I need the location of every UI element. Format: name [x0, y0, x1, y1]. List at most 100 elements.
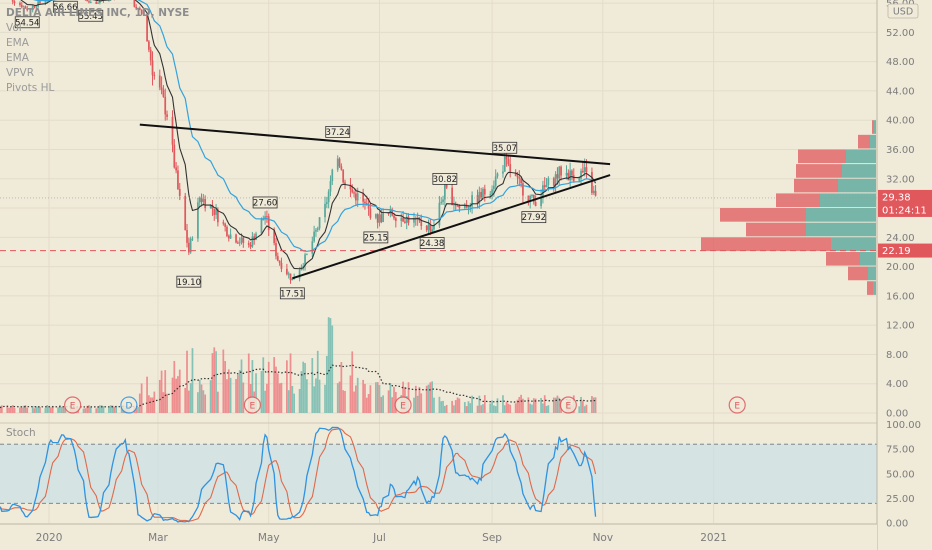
pivot-text: 30.82	[433, 175, 457, 185]
candle-body	[340, 166, 343, 170]
pivot-box	[14, 16, 40, 29]
candle-body	[86, 0, 89, 2]
earnings-marker[interactable]: E	[243, 396, 261, 414]
vp-up-bar	[846, 149, 876, 164]
candle-body	[581, 170, 584, 173]
indicator-ema-2[interactable]: EMA	[6, 52, 29, 64]
candle-body	[235, 234, 237, 243]
volume-bar	[342, 390, 345, 413]
candle-body	[158, 75, 161, 88]
volume-bar	[494, 406, 497, 413]
price-tick[interactable]: 8.00	[886, 350, 908, 361]
price-tick[interactable]: 20.00	[886, 262, 915, 273]
price-tag[interactable]: 29.38	[878, 189, 932, 204]
earnings-marker[interactable]: E	[64, 396, 82, 414]
earnings-marker[interactable]: E	[394, 396, 412, 414]
stoch-tick[interactable]: 75.00	[886, 445, 915, 456]
candle-body	[189, 238, 192, 253]
price-tick[interactable]: 0.00	[886, 409, 908, 420]
volume-bar	[8, 407, 10, 413]
candle-body	[227, 236, 230, 239]
candle-body	[451, 187, 453, 206]
price-tick[interactable]: 16.00	[886, 291, 915, 302]
trendline-2[interactable]	[292, 174, 611, 280]
volume-bar	[313, 386, 315, 413]
candle-body	[543, 185, 546, 188]
vp-down-bar	[720, 208, 806, 222]
price-tick[interactable]: 32.00	[886, 174, 915, 185]
candle-body	[351, 189, 354, 193]
vp-down-bar	[776, 193, 820, 208]
candle-body	[215, 209, 217, 215]
earnings-marker[interactable]: E	[559, 396, 577, 414]
candle-body	[382, 213, 384, 223]
currency-badge[interactable]: USD	[887, 3, 919, 19]
time-tick[interactable]: Nov	[593, 532, 614, 544]
trendlines[interactable]	[0, 123, 932, 280]
stoch-tick[interactable]: 0.00	[886, 519, 908, 530]
symbol-title[interactable]: DELTA AIR LINES INC, 1D, NYSE	[6, 7, 190, 19]
time-tick[interactable]: Jul	[372, 532, 386, 544]
time-tick[interactable]: Mar	[148, 532, 168, 544]
volume-bar	[362, 379, 365, 413]
candle-body	[267, 216, 270, 231]
price-tick[interactable]: 40.00	[886, 116, 915, 127]
candle-body	[518, 177, 521, 179]
price-tag[interactable]: 22.19	[878, 243, 932, 258]
volume-bar	[39, 407, 41, 413]
candle-body	[191, 238, 194, 240]
stoch-label[interactable]: Stoch	[6, 427, 36, 439]
price-tick[interactable]: 36.00	[886, 145, 915, 156]
vp-up-bar	[868, 266, 876, 281]
volume-bar	[545, 406, 548, 413]
price-tick[interactable]: 12.00	[886, 321, 915, 332]
time-tick[interactable]: 2020	[36, 532, 63, 544]
volume-bar	[507, 403, 510, 413]
volume-bar	[0, 407, 1, 413]
time-tick[interactable]: 2021	[700, 532, 727, 544]
candle-body	[186, 230, 188, 243]
price-tick[interactable]: 44.00	[886, 86, 915, 97]
marker-text: D	[125, 402, 132, 412]
time-tick[interactable]: May	[258, 532, 280, 544]
earnings-marker[interactable]: E	[728, 396, 746, 414]
trendline-1[interactable]	[139, 123, 611, 166]
volume-bar	[162, 392, 165, 413]
volume-bar	[287, 390, 290, 413]
pivot-text: 56.66	[53, 3, 77, 13]
marker-circle	[728, 396, 746, 414]
stoch-tick[interactable]: 100.00	[886, 420, 921, 431]
volume-bar	[33, 408, 36, 413]
price-tick[interactable]: 4.00	[886, 379, 908, 390]
candle-body	[200, 197, 203, 202]
volume-bar	[367, 394, 370, 413]
indicator-vpvr[interactable]: VPVR	[6, 67, 34, 79]
volume-bar	[175, 378, 177, 413]
dividend-marker[interactable]: D	[120, 396, 138, 414]
price-tick[interactable]: 48.00	[886, 57, 915, 68]
candle-body	[325, 202, 328, 204]
price-tag[interactable]: 01:24:11	[878, 202, 932, 217]
volume-bar	[164, 370, 167, 413]
indicator-pivots[interactable]: Pivots HL	[6, 82, 55, 94]
candle-body	[336, 158, 339, 170]
time-tick[interactable]: Sep	[482, 532, 502, 544]
stoch-tick[interactable]: 50.00	[886, 469, 915, 480]
volume-bar	[204, 394, 207, 413]
price-tick[interactable]: 24.00	[886, 233, 915, 244]
candle-body	[329, 181, 332, 192]
volume-bar	[382, 395, 384, 413]
price-tick[interactable]: 52.00	[886, 28, 915, 39]
candle-body	[273, 230, 276, 244]
candle-body	[162, 89, 165, 97]
vp-down-bar	[701, 237, 831, 251]
volume-bar	[476, 405, 479, 413]
volume-bar	[108, 407, 110, 413]
indicator-vol[interactable]: Vol	[6, 22, 22, 34]
candle-body	[236, 242, 239, 244]
indicator-ema-1[interactable]: EMA	[6, 37, 29, 49]
stoch-tick[interactable]: 25.00	[886, 494, 915, 505]
volume-bar	[425, 385, 428, 413]
